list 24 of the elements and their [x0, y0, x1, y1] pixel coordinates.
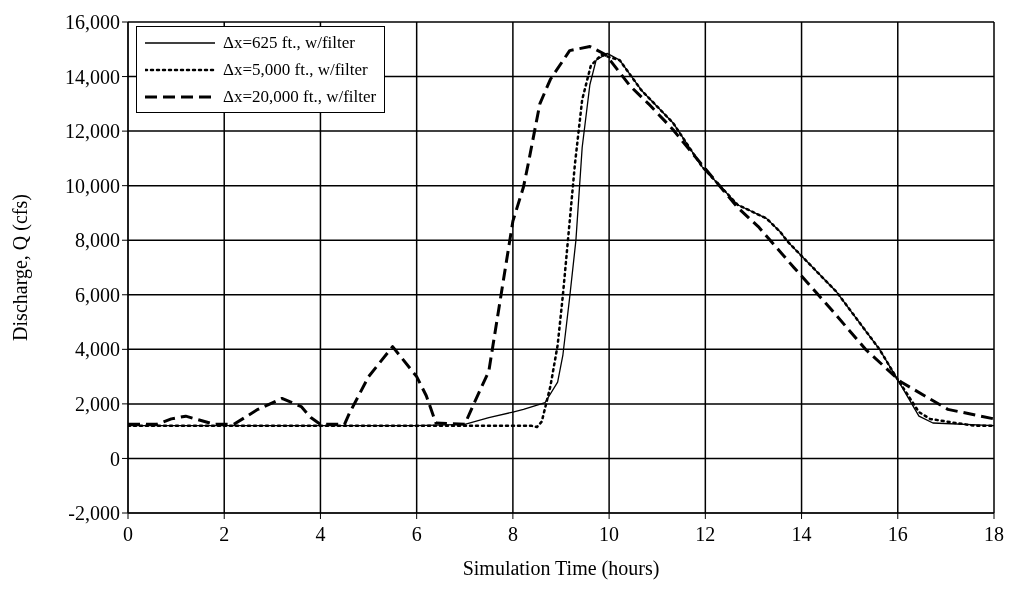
y-tick-label: 2,000 [75, 392, 120, 415]
x-tick-label: 10 [599, 523, 620, 546]
y-tick-label: -2,000 [68, 502, 120, 525]
y-tick-label: 10,000 [65, 174, 120, 197]
y-tick-label: 6,000 [75, 283, 120, 306]
x-tick-label: 12 [695, 523, 716, 546]
y-tick-label: 8,000 [75, 229, 120, 252]
x-tick-label: 16 [887, 523, 908, 546]
legend-label: Δx=625 ft., w/filter [223, 32, 355, 53]
y-tick-label: 12,000 [65, 120, 120, 143]
x-tick-label: 8 [507, 523, 518, 546]
x-tick-label: 14 [791, 523, 812, 546]
y-tick-label: 16,000 [65, 11, 120, 34]
x-axis-title: Simulation Time (hours) [462, 557, 660, 580]
y-tick-label: 4,000 [75, 338, 120, 361]
y-tick-label: 14,000 [65, 65, 120, 88]
x-tick-label: 18 [984, 523, 1004, 546]
x-tick-label: 4 [315, 523, 326, 546]
y-tick-label: 0 [110, 447, 120, 470]
x-tick-label: 2 [219, 523, 230, 546]
legend-label: Δx=20,000 ft., w/filter [223, 86, 377, 107]
x-tick-label: 6 [411, 523, 422, 546]
legend-label: Δx=5,000 ft., w/filter [223, 59, 368, 80]
y-axis-title: Discharge, Q (cfs) [9, 194, 33, 341]
